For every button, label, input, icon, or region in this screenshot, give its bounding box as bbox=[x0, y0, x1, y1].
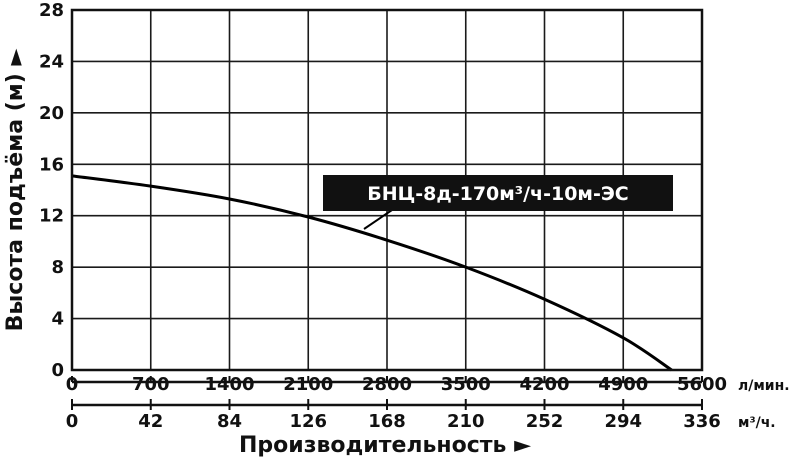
series-label: БНЦ-8д-170м³/ч-10м-ЭС bbox=[323, 175, 673, 230]
series-label-text: БНЦ-8д-170м³/ч-10м-ЭС bbox=[367, 183, 628, 205]
axis-titles: Производительность ► Высота подъёма (м) ► bbox=[3, 49, 531, 458]
y-tick-label: 24 bbox=[39, 51, 64, 72]
x-unit-m3h: м³/ч. bbox=[738, 415, 776, 431]
y-tick-label: 8 bbox=[51, 257, 64, 278]
x-tick-label-m3h: 42 bbox=[138, 411, 163, 432]
x-axes: 0 700 1400 2100 2800 3500 4200 4900 5600 л/мин. 0 4… bbox=[66, 374, 790, 432]
x-unit-lmin: л/мин. bbox=[738, 378, 790, 394]
x-tick-label-m3h: 84 bbox=[217, 411, 242, 432]
y-tick-label: 4 bbox=[51, 309, 64, 330]
x-tick-label-m3h: 294 bbox=[604, 411, 642, 432]
x-tick-label-m3h: 126 bbox=[289, 411, 327, 432]
x-axis-title: Производительность ► bbox=[239, 433, 531, 458]
x-tick-label-m3h: 0 bbox=[66, 411, 79, 432]
x-tick-label-lmin: 0 bbox=[66, 374, 79, 395]
y-tick-labels: 0 4 8 12 16 20 24 28 bbox=[39, 0, 64, 381]
x-tick-label-m3h: 210 bbox=[447, 411, 485, 432]
y-tick-label: 0 bbox=[51, 360, 64, 381]
y-tick-label: 28 bbox=[39, 0, 64, 21]
x-tick-label-lmin: 4200 bbox=[519, 374, 569, 395]
y-tick-label: 20 bbox=[39, 103, 64, 124]
series-line bbox=[71, 174, 673, 372]
x-tick-label-lmin: 700 bbox=[132, 374, 170, 395]
x-tick-label-m3h: 252 bbox=[526, 411, 564, 432]
x-tick-label-m3h: 168 bbox=[368, 411, 406, 432]
y-tick-label: 16 bbox=[39, 154, 64, 175]
curve-layer bbox=[71, 174, 673, 372]
x-tick-label-lmin: 5600 bbox=[677, 374, 727, 395]
x-tick-label-lmin: 4900 bbox=[598, 374, 648, 395]
plot-border bbox=[70, 8, 704, 372]
series-leader-line bbox=[363, 209, 393, 230]
x-tick-label-lmin: 2800 bbox=[362, 374, 412, 395]
plot-frame bbox=[70, 8, 704, 372]
x-tick-label-lmin: 1400 bbox=[204, 374, 254, 395]
y-axis-title: Высота подъёма (м) ► bbox=[3, 49, 28, 332]
series-label-box bbox=[323, 175, 673, 211]
y-tick-label: 12 bbox=[39, 206, 64, 227]
x-tick-label-m3h: 336 bbox=[683, 411, 721, 432]
x-tick-label-lmin: 3500 bbox=[441, 374, 491, 395]
x-tick-label-lmin: 2100 bbox=[283, 374, 333, 395]
